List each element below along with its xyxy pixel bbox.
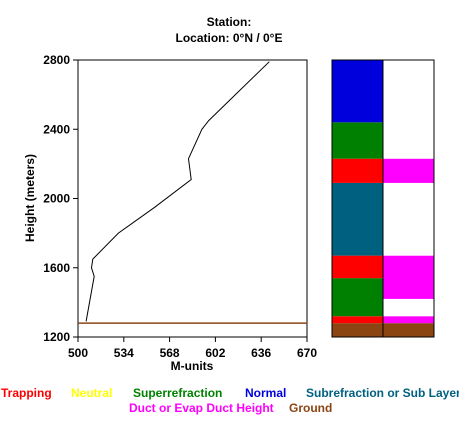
y-tick-label: 2000: [43, 192, 70, 206]
x-axis: 500 534 568 602 636 670: [68, 337, 317, 360]
layer-segment-left: [332, 278, 383, 317]
layer-segment-left: [332, 316, 383, 324]
layer-segment-left: [332, 122, 383, 159]
x-axis-label: M-units: [171, 359, 214, 373]
layer-segment-left: [332, 255, 383, 279]
x-tick-label: 636: [251, 346, 271, 360]
layer-segment-right: [383, 60, 434, 159]
legend-duct: Duct or Evap Duct Height: [129, 401, 274, 415]
layer-segment-right: [383, 182, 434, 256]
layer-segment-left: [332, 182, 383, 256]
m-unit-profile-series: [85, 61, 270, 322]
layer-segment-left: [332, 323, 383, 337]
legend-subrefraction: Subrefraction or Sub Layer: [306, 386, 459, 400]
layer-segment-left: [332, 158, 383, 183]
layer-segment-left: [332, 60, 383, 123]
location-title: Location: 0°N / 0°E: [176, 31, 283, 45]
legend-ground: Ground: [289, 401, 333, 415]
station-title: Station:: [207, 15, 252, 29]
y-axis-label: Height (meters): [23, 154, 37, 242]
legend-superrefraction: Superrefraction: [133, 386, 223, 400]
x-tick-label: 602: [205, 346, 225, 360]
y-tick-label: 2400: [43, 122, 70, 136]
layer-segment-right: [383, 158, 434, 183]
legend-neutral: Neutral: [71, 386, 113, 400]
layer-column-left: [332, 60, 383, 337]
layer-column-right: [383, 60, 434, 337]
x-tick-label: 568: [160, 346, 180, 360]
legend-normal: Normal: [245, 386, 287, 400]
x-tick-label: 500: [68, 346, 88, 360]
x-tick-label: 534: [114, 346, 134, 360]
y-axis: 1200 1600 2000 2400 2800: [43, 53, 78, 344]
layer-segment-right: [383, 316, 434, 324]
y-tick-label: 1600: [43, 261, 70, 275]
y-tick-label: 2800: [43, 53, 70, 67]
y-tick-label: 1200: [43, 330, 70, 344]
legend-trapping: Trapping: [1, 386, 52, 400]
x-tick-label: 670: [297, 346, 317, 360]
layer-segment-right: [383, 298, 434, 317]
layer-segment-right: [383, 255, 434, 299]
layer-segment-right: [383, 323, 434, 337]
plot-area: [77, 59, 308, 338]
